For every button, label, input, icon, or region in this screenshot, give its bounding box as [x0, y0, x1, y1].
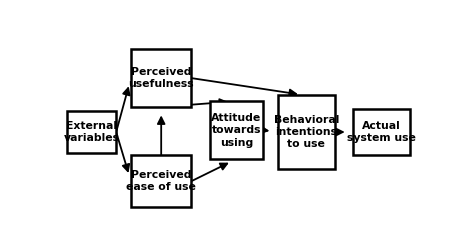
FancyBboxPatch shape — [278, 96, 335, 168]
Text: Perceived
ease of use: Perceived ease of use — [126, 170, 196, 192]
Text: Actual
system use: Actual system use — [347, 121, 416, 143]
Text: Attitude
towards
using: Attitude towards using — [211, 113, 262, 148]
FancyBboxPatch shape — [66, 111, 116, 153]
Text: Perceived
usefulness: Perceived usefulness — [128, 67, 194, 89]
FancyBboxPatch shape — [131, 155, 191, 207]
FancyBboxPatch shape — [210, 101, 263, 159]
FancyBboxPatch shape — [353, 109, 410, 155]
FancyBboxPatch shape — [131, 49, 191, 107]
Text: External
variables: External variables — [64, 121, 119, 143]
Text: Behavioral
intentions
to use: Behavioral intentions to use — [273, 114, 339, 150]
